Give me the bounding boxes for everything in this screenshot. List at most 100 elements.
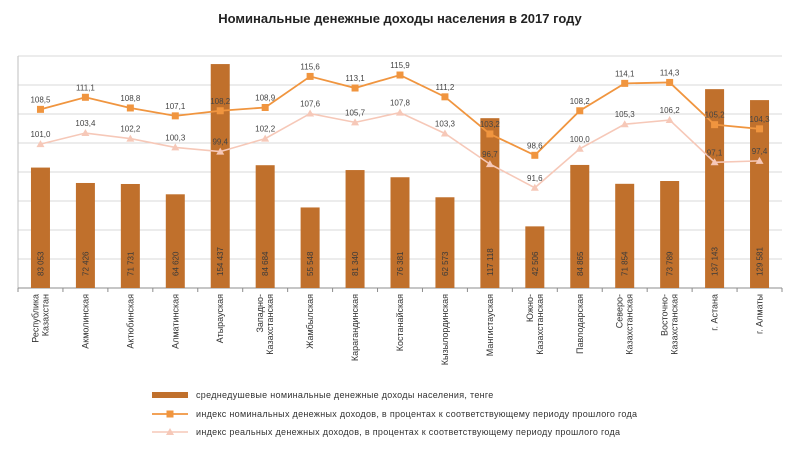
point-real (126, 134, 135, 142)
data-label-real: 91,6 (527, 174, 543, 183)
bar-value-label: 72 426 (81, 251, 90, 276)
point-nominal (756, 125, 764, 133)
bar-value-label: 71 731 (126, 251, 135, 276)
data-label-nominal: 103,2 (480, 120, 501, 129)
data-label-nominal: 113,1 (345, 74, 365, 83)
category-label: Кызылординская (440, 294, 450, 365)
point-nominal (396, 71, 404, 79)
bar (570, 164, 590, 288)
bar-value-label: 76 381 (396, 251, 405, 276)
bar-value-label: 154 437 (216, 247, 225, 276)
category-label: Костанайская (395, 294, 405, 351)
point-nominal (306, 72, 314, 80)
category-label: Южно- (525, 294, 535, 322)
series-line-real (40, 111, 760, 189)
bar-value-label: 81 340 (351, 251, 360, 276)
category-label: Республика (30, 294, 40, 343)
data-label-nominal: 108,2 (210, 97, 231, 106)
point-real (665, 116, 674, 124)
data-label-nominal: 108,2 (570, 97, 591, 106)
point-nominal (171, 112, 179, 120)
category-label: г. Астана (710, 294, 720, 331)
bar (255, 165, 275, 288)
category-label: Павлодарская (575, 294, 585, 354)
data-label-real: 96,7 (482, 150, 498, 159)
data-label-nominal: 105,2 (705, 111, 726, 120)
category-label: Западно- (255, 294, 265, 333)
category-label: Атырауская (215, 294, 225, 343)
data-label-real: 99,4 (212, 138, 228, 147)
data-label-nominal: 98,6 (527, 141, 543, 150)
data-label-real: 107,8 (390, 99, 411, 108)
data-label-nominal: 115,9 (390, 61, 410, 70)
point-real (530, 183, 539, 191)
point-real (171, 143, 180, 151)
point-nominal (621, 79, 629, 87)
data-label-real: 103,3 (435, 119, 456, 128)
bar-value-label: 129 581 (756, 247, 765, 276)
bar (165, 194, 185, 288)
data-label-nominal: 108,8 (120, 94, 141, 103)
category-label: Жамбылская (305, 294, 315, 349)
category-label: Карагандинская (350, 294, 360, 361)
bar-value-label: 73 789 (666, 251, 675, 276)
point-real (36, 140, 45, 148)
data-label-nominal: 108,9 (255, 94, 276, 103)
data-label-real: 105,3 (615, 110, 636, 119)
category-label: г. Алматы (755, 294, 765, 334)
data-label-nominal: 114,1 (615, 69, 635, 78)
category-label: Казахстанская (670, 294, 680, 355)
point-real (81, 129, 90, 137)
point-real (351, 118, 360, 126)
bar (750, 100, 770, 289)
point-nominal (486, 130, 494, 138)
point-nominal (351, 84, 359, 92)
data-label-nominal: 115,6 (300, 62, 320, 71)
data-label-real: 105,7 (345, 108, 366, 117)
category-label: Казахстанская (625, 294, 635, 355)
category-label: Казахстан (40, 294, 50, 336)
point-real (440, 129, 449, 137)
data-label-real: 106,2 (660, 106, 681, 115)
category-label: Восточно- (660, 294, 670, 336)
point-real (485, 160, 494, 168)
data-label-real: 103,4 (75, 119, 96, 128)
bar (30, 167, 50, 288)
data-label-nominal: 107,1 (165, 102, 186, 111)
data-label-nominal: 108,5 (30, 95, 51, 104)
bar (300, 207, 320, 288)
point-nominal (441, 93, 449, 101)
legend-marker-real (166, 428, 174, 435)
legend-label-nominal: индекс номинальных денежных доходов, в п… (196, 409, 637, 419)
point-real (755, 156, 764, 164)
point-nominal (531, 151, 539, 159)
point-real (306, 109, 315, 117)
category-label: Акмолинская (80, 294, 90, 349)
point-real (575, 144, 584, 152)
category-label: Северо- (615, 294, 625, 328)
data-label-nominal: 111,2 (436, 83, 455, 92)
bar-value-label: 71 854 (621, 251, 630, 276)
bar (345, 170, 365, 288)
bar (435, 197, 455, 288)
data-label-real: 97,4 (752, 147, 768, 156)
bar (525, 226, 545, 288)
bar-value-label: 84 684 (261, 251, 270, 276)
point-nominal (126, 104, 134, 112)
point-nominal (666, 78, 674, 86)
bar-value-label: 64 620 (171, 251, 180, 276)
bar (210, 64, 230, 289)
category-label: Казахстанская (265, 294, 275, 355)
legend-label-real: индекс реальных денежных доходов, в проц… (196, 427, 620, 437)
bar-value-label: 117 118 (486, 248, 495, 276)
category-label: Мангистауская (485, 294, 495, 356)
point-real (396, 108, 404, 116)
data-label-real: 100,0 (570, 135, 591, 144)
point-real (710, 158, 719, 166)
point-nominal (261, 104, 269, 112)
point-real (216, 147, 225, 155)
legend-marker-nominal (166, 410, 174, 418)
bar (120, 183, 140, 288)
point-nominal (711, 121, 719, 129)
